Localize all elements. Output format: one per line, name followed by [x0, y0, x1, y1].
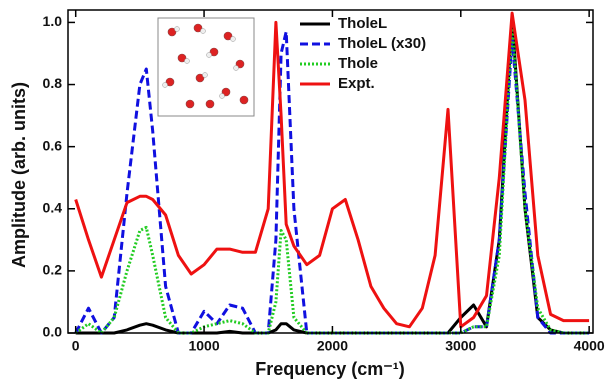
legend-label: Expt.: [338, 75, 375, 92]
legend-label: TholeL: [338, 15, 387, 32]
series-line: [76, 32, 589, 333]
x-tick-label: 0: [72, 338, 80, 354]
series-line: [76, 22, 589, 333]
y-tick-label: 0.8: [43, 75, 63, 91]
legend-label: Thole: [338, 55, 378, 72]
y-tick-label: 0.0: [43, 324, 63, 340]
y-tick-label: 0.2: [43, 262, 63, 278]
y-tick-label: 0.4: [43, 199, 63, 215]
x-tick-label: 1000: [188, 338, 219, 354]
x-tick-label: 4000: [574, 338, 605, 354]
y-tick-label: 0.6: [43, 137, 63, 153]
inset-structure: [158, 18, 254, 116]
chart: Frequency (cm⁻¹) Amplitude (arb. units) …: [0, 0, 613, 386]
series-line: [76, 16, 589, 333]
y-tick-label: 1.0: [43, 13, 63, 29]
legend-label: TholeL (x30): [338, 35, 426, 52]
x-tick-label: 3000: [445, 338, 476, 354]
x-axis-label: Frequency (cm⁻¹): [255, 359, 405, 379]
x-tick-label: 2000: [317, 338, 348, 354]
y-axis-label: Amplitude (arb. units): [9, 82, 29, 268]
